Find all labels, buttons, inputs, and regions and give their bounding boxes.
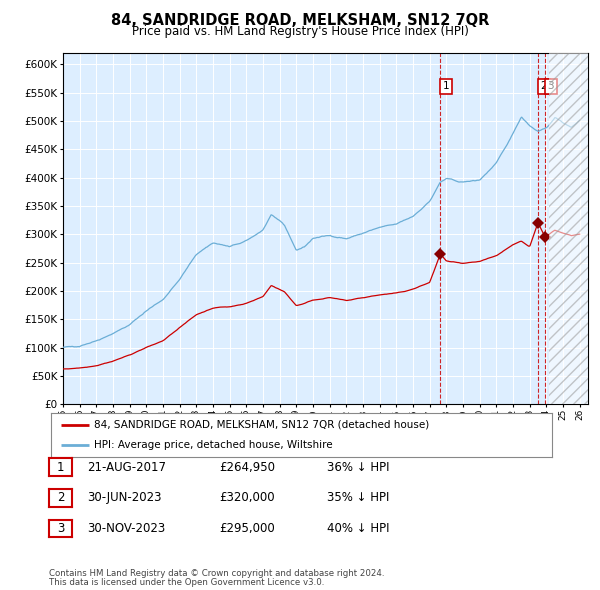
Text: 1: 1: [443, 81, 449, 91]
Text: 36% ↓ HPI: 36% ↓ HPI: [327, 461, 389, 474]
Text: 30-NOV-2023: 30-NOV-2023: [87, 522, 165, 535]
Text: £320,000: £320,000: [219, 491, 275, 504]
Text: 3: 3: [548, 81, 554, 91]
Text: HPI: Average price, detached house, Wiltshire: HPI: Average price, detached house, Wilt…: [94, 440, 332, 450]
Text: 2: 2: [541, 81, 547, 91]
Text: 40% ↓ HPI: 40% ↓ HPI: [327, 522, 389, 535]
Text: 3: 3: [57, 522, 64, 535]
Text: Price paid vs. HM Land Registry's House Price Index (HPI): Price paid vs. HM Land Registry's House …: [131, 25, 469, 38]
Text: £264,950: £264,950: [219, 461, 275, 474]
Text: £295,000: £295,000: [219, 522, 275, 535]
Text: 21-AUG-2017: 21-AUG-2017: [87, 461, 166, 474]
Bar: [549, 53, 588, 404]
Text: 35% ↓ HPI: 35% ↓ HPI: [327, 491, 389, 504]
Text: 84, SANDRIDGE ROAD, MELKSHAM, SN12 7QR: 84, SANDRIDGE ROAD, MELKSHAM, SN12 7QR: [111, 13, 489, 28]
Text: 30-JUN-2023: 30-JUN-2023: [87, 491, 161, 504]
Text: 2: 2: [57, 491, 64, 504]
Text: 1: 1: [57, 461, 64, 474]
Text: 84, SANDRIDGE ROAD, MELKSHAM, SN12 7QR (detached house): 84, SANDRIDGE ROAD, MELKSHAM, SN12 7QR (…: [94, 420, 429, 430]
Text: Contains HM Land Registry data © Crown copyright and database right 2024.: Contains HM Land Registry data © Crown c…: [49, 569, 385, 578]
Text: This data is licensed under the Open Government Licence v3.0.: This data is licensed under the Open Gov…: [49, 578, 325, 587]
